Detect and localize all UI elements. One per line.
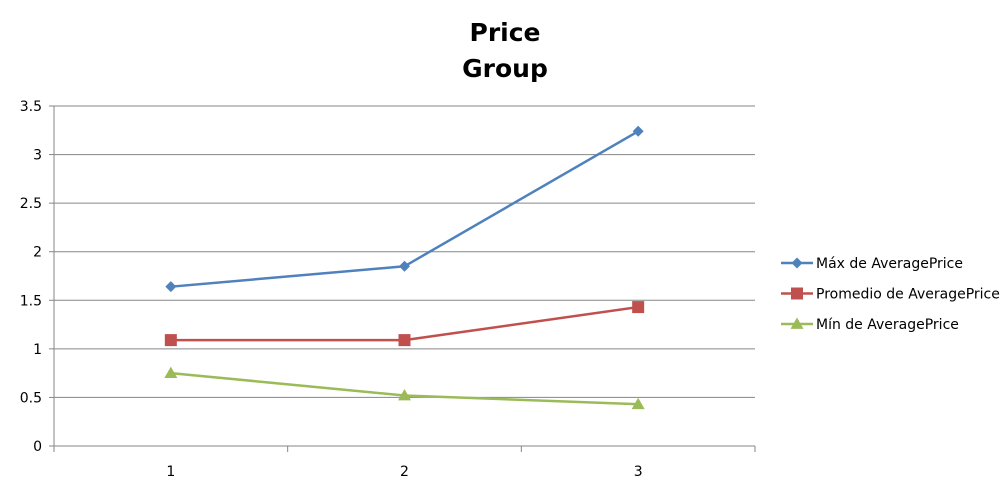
legend-label: Promedio de AveragePrice [816,287,1000,303]
y-tick-label: 1.5 [20,293,42,309]
data-point-marker [631,397,645,410]
chart-title-line-1: Price [470,18,541,47]
y-tick-label: 3.5 [20,99,42,115]
series-lines [164,125,645,410]
y-tick-label: 3 [33,148,42,164]
legend-label: Mín de AveragePrice [816,317,959,333]
data-point-marker [398,334,411,347]
x-tick-label: 3 [634,464,643,480]
y-tick-label: 2 [33,245,42,261]
legend-marker [791,287,803,300]
series-3 [164,366,645,410]
legend-marker [790,317,804,329]
data-point-marker [164,366,178,379]
x-tick-label: 2 [400,464,409,480]
chart-title-line-2: Group [462,54,548,83]
series-1 [165,125,644,293]
gridlines [54,105,755,398]
legend-marker [791,257,803,269]
chart-title: Price Group [462,18,548,83]
y-tick-label: 1 [33,342,42,358]
y-tick-label: 2.5 [20,196,42,212]
data-point-marker [165,281,177,293]
legend-item-1: Máx de AveragePrice [781,256,963,272]
legend: Máx de AveragePrice Promedio de AveragePr… [781,256,1000,333]
data-point-marker [632,125,644,137]
data-point-marker [164,334,177,347]
y-tick-label: 0 [33,439,42,455]
series-2 [164,301,645,347]
y-tick-label: 0.5 [20,390,42,406]
data-point-marker [398,388,411,401]
legend-item-2: Promedio de AveragePrice [781,287,1000,303]
legend-item-3: Mín de AveragePrice [781,317,959,333]
data-point-marker [399,260,410,272]
axes: 0 0.5 1 1.5 2 2.5 3 3.5 1 2 3 [20,99,756,480]
x-tick-label: 1 [166,464,175,480]
data-point-marker [632,301,645,314]
legend-label: Máx de AveragePrice [816,256,963,272]
